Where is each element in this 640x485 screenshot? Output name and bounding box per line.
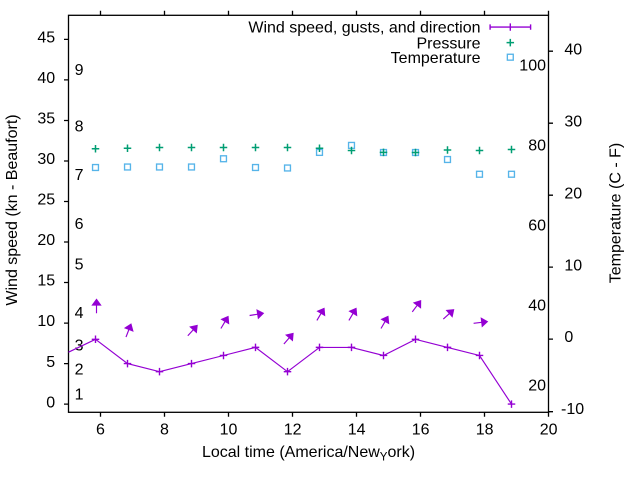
svg-text:40: 40: [37, 70, 55, 87]
svg-text:7: 7: [75, 167, 84, 184]
svg-text:40: 40: [564, 42, 582, 59]
svg-text:6: 6: [75, 216, 84, 233]
svg-text:18: 18: [476, 421, 494, 438]
svg-text:8: 8: [160, 421, 169, 438]
svg-text:15: 15: [37, 273, 55, 290]
svg-text:1: 1: [75, 387, 84, 404]
svg-text:12: 12: [284, 421, 302, 438]
svg-text:Local time (America/NewYork): Local time (America/NewYork): [202, 444, 415, 464]
svg-text:3: 3: [75, 337, 84, 354]
svg-text:60: 60: [528, 217, 546, 234]
svg-text:2: 2: [75, 362, 84, 379]
svg-text:20: 20: [37, 232, 55, 249]
svg-text:5: 5: [75, 256, 84, 273]
svg-text:25: 25: [37, 192, 55, 209]
svg-text:10: 10: [220, 421, 238, 438]
svg-text:6: 6: [96, 421, 105, 438]
svg-text:20: 20: [540, 421, 558, 438]
svg-text:10: 10: [37, 313, 55, 330]
svg-text:16: 16: [412, 421, 430, 438]
svg-text:80: 80: [528, 137, 546, 154]
svg-text:Temperature (C - F): Temperature (C - F): [608, 143, 625, 283]
svg-text:5: 5: [46, 354, 55, 371]
svg-text:20: 20: [564, 185, 582, 202]
svg-text:Pressure: Pressure: [416, 35, 480, 52]
svg-text:40: 40: [528, 297, 546, 314]
svg-text:Wind speed, gusts, and directi: Wind speed, gusts, and direction: [248, 19, 480, 36]
svg-text:45: 45: [37, 30, 55, 47]
svg-text:20: 20: [528, 377, 546, 394]
svg-text:14: 14: [348, 421, 366, 438]
svg-text:100: 100: [519, 57, 546, 74]
svg-text:-10: -10: [561, 401, 584, 418]
svg-text:30: 30: [564, 113, 582, 130]
svg-text:Temperature: Temperature: [391, 50, 481, 67]
svg-text:9: 9: [75, 62, 84, 79]
svg-text:4: 4: [75, 305, 84, 322]
svg-text:30: 30: [37, 151, 55, 168]
svg-text:Wind speed (kn - Beaufort): Wind speed (kn - Beaufort): [4, 114, 21, 305]
svg-text:0: 0: [46, 394, 55, 411]
svg-text:10: 10: [564, 257, 582, 274]
svg-text:0: 0: [564, 329, 573, 346]
svg-text:8: 8: [75, 118, 84, 135]
svg-text:35: 35: [37, 111, 55, 128]
